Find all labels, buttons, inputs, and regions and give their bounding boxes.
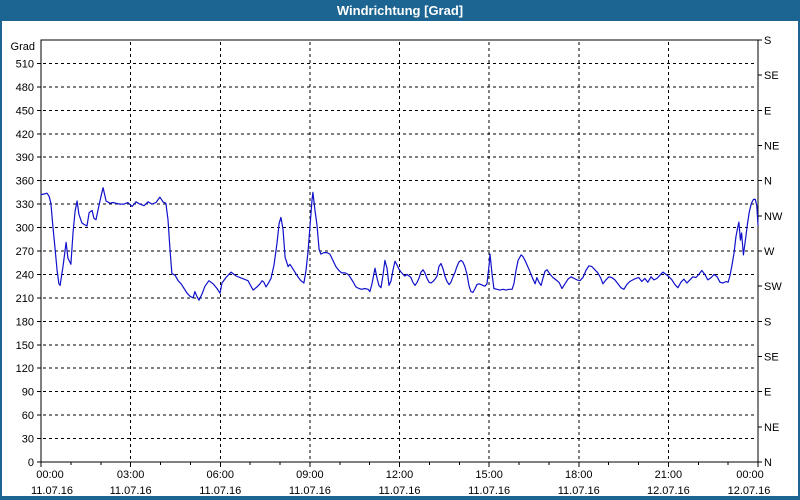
chart-background [2,21,798,496]
chart-title: Windrichtung [Grad] [336,3,464,18]
title-bar: Windrichtung [Grad] [0,0,800,21]
